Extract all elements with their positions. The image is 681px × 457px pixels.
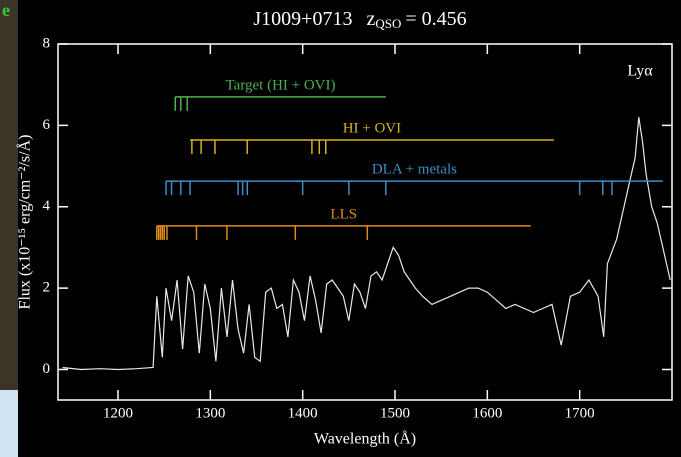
system-label: LLS xyxy=(330,206,357,222)
plot-frame xyxy=(57,43,673,401)
y-tick-label: 0 xyxy=(43,361,51,377)
y-tick-label: 6 xyxy=(43,117,51,133)
spectrum xyxy=(62,117,671,371)
side-image xyxy=(0,0,18,390)
x-axis-label: Wavelength (Å) xyxy=(314,430,416,448)
system-label: DLA + metals xyxy=(372,162,457,178)
x-tick-label: 1400 xyxy=(288,405,318,421)
x-tick-label: 1200 xyxy=(103,405,133,421)
system-label: Target (HI + OVI) xyxy=(226,77,336,93)
y-axis-label: Flux (x10⁻¹⁵ erg/cm⁻²/s/Å) xyxy=(16,135,34,310)
title-z: z xyxy=(366,8,375,30)
title-sub: QSO xyxy=(375,16,401,31)
x-tick-label: 1500 xyxy=(380,405,410,421)
chart-title: J1009+0713 zQSO = 0.456 xyxy=(253,8,466,31)
y-tick-label: 2 xyxy=(43,280,51,296)
y-tick-label: 4 xyxy=(43,198,51,214)
fragment-text: e xyxy=(2,0,10,20)
x-tick-label: 1600 xyxy=(472,405,502,421)
annotation: Lyα xyxy=(627,63,653,80)
title-name: J1009+0713 xyxy=(253,8,352,30)
x-tick-label: 1300 xyxy=(195,405,225,421)
system-label: HI + OVI xyxy=(343,120,401,136)
side-panel xyxy=(0,390,18,457)
title-value: = 0.456 xyxy=(405,8,466,30)
x-tick-label: 1700 xyxy=(565,405,595,421)
y-tick-label: 8 xyxy=(43,35,51,51)
